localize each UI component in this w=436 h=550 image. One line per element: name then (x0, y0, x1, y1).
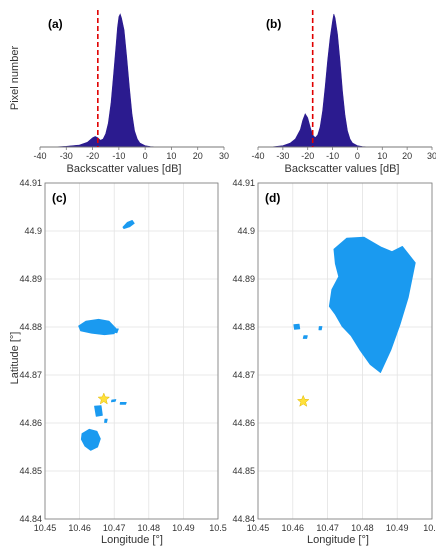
x-tick-label-d: 10.48 (351, 523, 374, 533)
flood-patch-c (80, 428, 101, 451)
x-tick-label-a: -40 (33, 151, 46, 161)
histogram-area-a (53, 13, 159, 148)
y-tick-label-d: 44.88 (232, 322, 255, 332)
y-tick-label-d: 44.86 (232, 418, 255, 428)
x-tick-label-b: -10 (326, 151, 339, 161)
map-panel-d: (d) Longitude [°] 10.45 10.46 10.47 10.48 10… (232, 178, 436, 546)
flood-patch-d (302, 335, 308, 339)
x-tick-label-a: -20 (86, 151, 99, 161)
x-tick-label-c: 10.49 (172, 523, 195, 533)
x-tick-label-b: 20 (402, 151, 412, 161)
panel-label-a: (a) (48, 17, 63, 31)
y-tick-label-c: 44.85 (19, 466, 42, 476)
x-tick-label-d: 10.45 (247, 523, 270, 533)
flood-patch-d (293, 323, 301, 330)
flood-patch-c (119, 401, 127, 405)
x-axis-label-a: Backscatter values [dB] (67, 163, 182, 175)
plot-frame-c (44, 182, 219, 520)
histogram-area-b (270, 13, 370, 148)
x-tick-label-b: 10 (377, 151, 387, 161)
y-tick-label-d: 44.89 (232, 274, 255, 284)
x-tick-label-c: 10.5 (209, 523, 227, 533)
panel-label-d: (d) (265, 191, 280, 205)
y-tick-label-c: 44.87 (19, 370, 42, 380)
panel-label-b: (b) (266, 17, 281, 31)
y-tick-label-c: 44.89 (19, 274, 42, 284)
x-tick-label-a: 0 (143, 151, 148, 161)
x-tick-label-d: 10.47 (316, 523, 339, 533)
flood-patch-c (114, 328, 119, 334)
plot-frame-d (257, 182, 433, 520)
y-tick-label-c: 44.91 (19, 178, 42, 188)
panel-label-c: (c) (52, 191, 67, 205)
flood-patch-c (122, 219, 135, 230)
x-tick-label-a: -10 (112, 151, 125, 161)
flood-patch-d (328, 236, 416, 374)
map-panel-c: Latitude [°] (c) Longitude [°] 10.45 10.4… (9, 178, 227, 546)
y-tick-label-c: 44.9 (24, 226, 42, 236)
x-axis-label-c: Longitude [°] (101, 534, 163, 546)
reference-star-d (296, 394, 310, 407)
x-tick-label-d: 10.49 (386, 523, 409, 533)
x-tick-label-b: 0 (355, 151, 360, 161)
x-tick-label-c: 10.48 (138, 523, 161, 533)
flood-patch-c (78, 318, 117, 336)
histogram-panel-a: Pixel number (a) Backscatter values [dB]… (9, 10, 229, 175)
x-tick-label-d: 10.5 (423, 523, 436, 533)
x-tick-label-a: 20 (193, 151, 203, 161)
flood-patch-c (111, 399, 117, 403)
y-axis-label-c: Latitude [°] (9, 332, 21, 385)
x-tick-label-d: 10.46 (282, 523, 305, 533)
y-tick-label-d: 44.91 (232, 178, 255, 188)
x-tick-label-a: 10 (166, 151, 176, 161)
y-tick-label-d: 44.9 (237, 226, 255, 236)
y-tick-label-d: 44.87 (232, 370, 255, 380)
x-tick-label-b: -20 (301, 151, 314, 161)
y-tick-label-d: 44.85 (232, 466, 255, 476)
flood-patch-c (104, 418, 108, 423)
x-tick-label-a: -30 (60, 151, 73, 161)
flood-patch-d (318, 326, 323, 331)
flood-patch-c (94, 405, 103, 417)
y-tick-label-d: 44.84 (232, 514, 255, 524)
x-tick-label-c: 10.47 (103, 523, 126, 533)
x-tick-label-b: 30 (427, 151, 436, 161)
y-tick-label-c: 44.88 (19, 322, 42, 332)
y-tick-label-c: 44.86 (19, 418, 42, 428)
reference-star-c (97, 392, 111, 405)
x-tick-label-a: 30 (219, 151, 229, 161)
y-axis-label-a: Pixel number (9, 46, 21, 111)
x-tick-label-b: -30 (276, 151, 289, 161)
x-axis-label-d: Longitude [°] (307, 534, 369, 546)
x-axis-label-b: Backscatter values [dB] (285, 163, 400, 175)
histogram-panel-b: (b) Backscatter values [dB] -40 -30 -20 -10… (251, 10, 436, 175)
x-tick-label-b: -40 (251, 151, 264, 161)
y-tick-label-c: 44.84 (19, 514, 42, 524)
x-tick-label-c: 10.45 (34, 523, 57, 533)
x-tick-label-c: 10.46 (68, 523, 91, 533)
